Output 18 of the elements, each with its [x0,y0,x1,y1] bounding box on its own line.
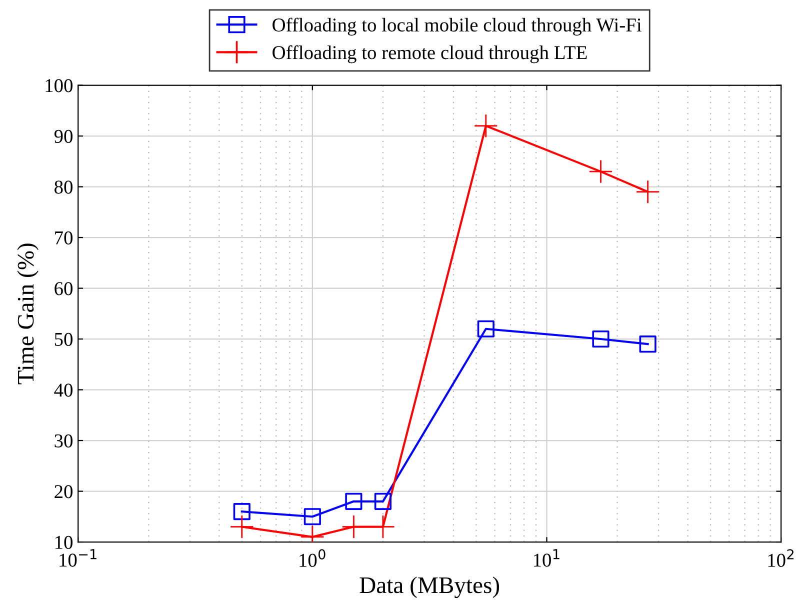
y-tick-label: 20 [54,485,73,498]
legend-label: Offloading to remote cloud through LTE [272,45,587,64]
y-axis-title: Time Gain (%) [17,244,39,384]
x-tick-label: 10$^{0}$ [300,549,326,567]
x-axis-title: Data (MBytes) [360,576,500,598]
y-tick-label: 90 [54,130,73,143]
y-tick-label: 60 [54,282,73,296]
y-tick-label: 30 [54,434,73,448]
y-tick-label: 80 [54,180,73,194]
legend-label: Offloading to local mobile cloud through Wi-Fi [272,18,642,36]
y-tick-label: 100 [46,79,73,92]
x-tick-label: 10$^{−1}$ [60,549,96,567]
y-tick-label: 40 [54,384,73,397]
y-tick-label: 50 [54,332,73,346]
y-tick-label: 10 [56,536,73,549]
x-tick-label: 10$^{2}$ [768,549,794,567]
x-tick-label: 10$^{1}$ [534,549,560,567]
y-tick-label: 70 [55,231,73,244]
